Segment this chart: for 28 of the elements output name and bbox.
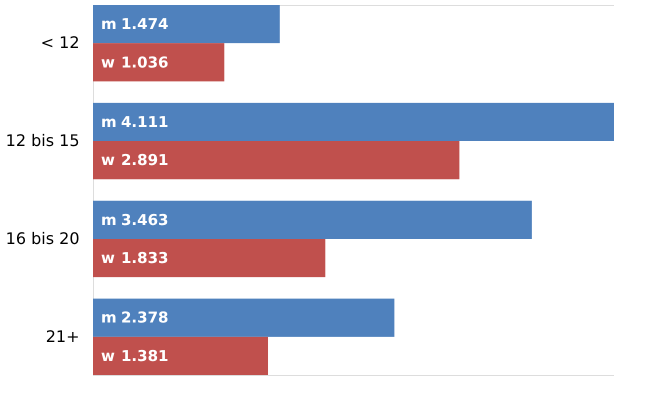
bar [93, 238, 326, 278]
bar [93, 200, 532, 239]
data-label: 1.036 [121, 53, 168, 72]
data-label: 2.378 [121, 308, 168, 327]
bar [93, 141, 460, 180]
text: w [101, 249, 115, 268]
text: m [101, 210, 117, 229]
y-tick-label: < 12 [40, 33, 80, 52]
series-label: w [101, 53, 115, 72]
y-tick-label: 16 bis 20 [6, 228, 80, 248]
series-label: m [101, 15, 117, 34]
bar [93, 43, 224, 82]
data-label: 4.111 [121, 112, 168, 131]
y-tick-label: 12 bis 15 [6, 131, 80, 150]
bar [93, 5, 280, 44]
y-tick-label: 21+ [46, 326, 80, 346]
data-label: 1.381 [121, 346, 168, 365]
text: w [101, 151, 115, 170]
bar [93, 298, 394, 337]
data-label: 2.891 [121, 151, 168, 170]
text: m [101, 308, 117, 327]
data-label: 3.463 [121, 210, 168, 229]
text: m [101, 112, 117, 131]
bar [93, 336, 268, 375]
data-label: 1.474 [121, 15, 168, 34]
text: w [101, 346, 115, 365]
data-label: 1.833 [121, 249, 168, 268]
bar [93, 102, 614, 142]
